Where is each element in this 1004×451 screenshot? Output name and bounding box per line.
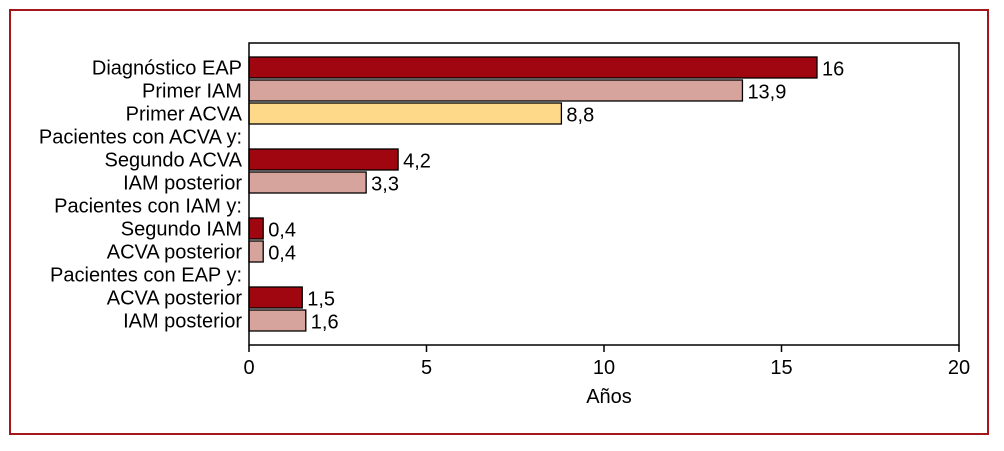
value-label: 8,8: [566, 105, 594, 127]
value-label: 0,4: [268, 243, 296, 265]
bar: [248, 217, 264, 240]
category-label: ACVA posterior: [107, 288, 243, 310]
x-tick-label: 15: [770, 357, 792, 379]
x-tick-label: 0: [243, 357, 254, 379]
category-label: Segundo IAM: [121, 219, 242, 241]
category-label: Primer IAM: [142, 81, 242, 103]
group-heading-label: Pacientes con ACVA y:: [39, 127, 242, 149]
value-label: 1,6: [311, 312, 339, 334]
x-tick-label: 20: [948, 357, 970, 379]
category-label: ACVA posterior: [107, 242, 243, 264]
bars: [248, 56, 818, 332]
x-axis-ticks: 0 5 10 15 20: [243, 345, 970, 379]
value-label: 0,4: [268, 220, 296, 242]
bar: [248, 286, 303, 309]
bar: [248, 79, 744, 102]
x-tick-label: 10: [593, 357, 615, 379]
category-label: IAM posterior: [123, 311, 242, 333]
value-label: 4,2: [403, 151, 431, 173]
group-heading-label: Pacientes con EAP y:: [50, 265, 242, 287]
value-label: 13,9: [747, 82, 786, 104]
bar: [248, 240, 264, 263]
group-heading-label: Pacientes con IAM y:: [54, 196, 242, 218]
category-label: Primer ACVA: [126, 104, 243, 126]
value-label: 1,5: [307, 289, 335, 311]
value-labels: 16 13,9 8,8 4,23,3 0,40,4 1,51,6: [268, 59, 844, 334]
x-tick-label: 5: [421, 357, 432, 379]
bar: [248, 309, 307, 332]
value-label: 3,3: [371, 174, 399, 196]
category-label: Segundo ACVA: [104, 150, 242, 172]
bar: [248, 56, 818, 79]
category-label: IAM posterior: [123, 173, 242, 195]
bar: [248, 102, 563, 125]
bar: [248, 148, 399, 171]
value-label: 16: [822, 59, 844, 81]
bar: [248, 171, 367, 194]
x-axis-title: Años: [586, 386, 632, 408]
category-label: Diagnóstico EAP: [92, 58, 242, 80]
